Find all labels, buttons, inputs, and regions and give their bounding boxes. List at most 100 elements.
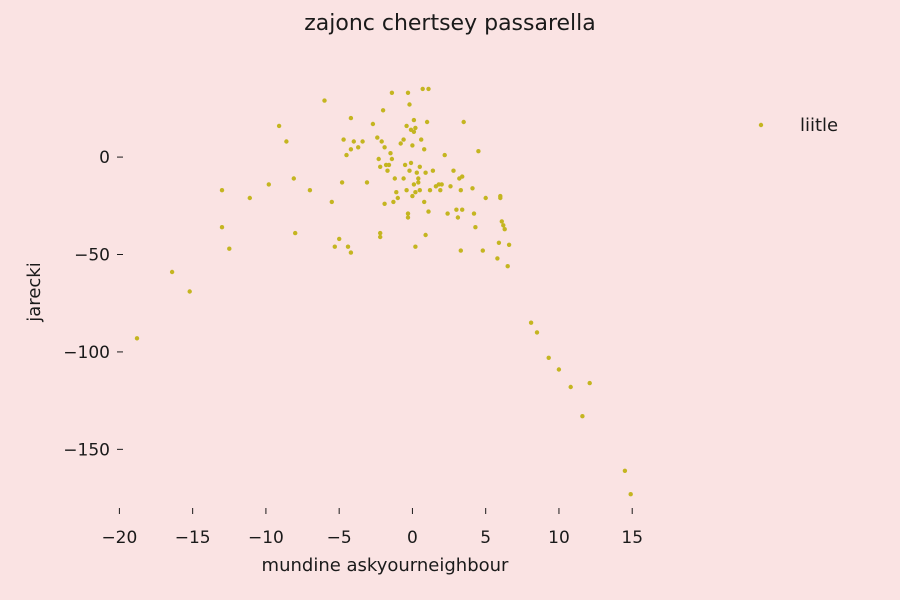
y-axis-label: jarecki: [24, 262, 45, 322]
data-point: [410, 193, 415, 199]
legend-marker: [758, 122, 764, 128]
data-point: [407, 168, 412, 173]
data-point: [401, 137, 406, 142]
data-point: [407, 102, 412, 107]
data-point: [413, 125, 418, 131]
data-point: [580, 414, 585, 419]
x-tick-label: 15: [621, 528, 643, 548]
data-point: [401, 176, 406, 181]
data-point: [417, 164, 422, 169]
data-point: [405, 211, 411, 216]
legend-label: liitle: [800, 115, 838, 136]
data-point: [498, 195, 503, 201]
y-tick-label: 0: [99, 148, 110, 168]
data-point: [587, 380, 592, 386]
data-point: [385, 168, 390, 173]
data-point: [339, 180, 345, 185]
data-point: [394, 190, 399, 195]
data-point: [379, 139, 384, 144]
data-point: [405, 90, 411, 96]
data-point: [534, 330, 540, 335]
data-point: [445, 211, 450, 216]
data-point: [461, 119, 466, 125]
data-point: [499, 219, 504, 224]
data-point: [404, 188, 409, 193]
data-point: [227, 246, 232, 251]
x-tick-label: 5: [480, 528, 491, 548]
data-point: [448, 184, 453, 189]
data-point: [398, 141, 403, 146]
x-tick-label: 0: [407, 528, 418, 548]
x-tick-label: −20: [101, 528, 137, 548]
data-point: [438, 188, 443, 193]
data-point: [348, 115, 354, 121]
data-point: [455, 215, 461, 220]
data-point: [422, 199, 427, 205]
data-point: [332, 244, 337, 249]
data-point: [495, 256, 500, 261]
data-point: [344, 152, 349, 158]
data-point: [404, 123, 409, 129]
data-point: [388, 151, 393, 156]
data-point: [483, 195, 488, 201]
data-point: [416, 176, 421, 181]
data-point: [169, 269, 175, 275]
data-point: [291, 176, 296, 181]
data-point: [408, 160, 414, 166]
data-point: [505, 264, 510, 269]
y-tick-label: −50: [74, 246, 110, 266]
data-point: [413, 244, 418, 249]
data-point: [351, 139, 356, 144]
data-point: [528, 320, 534, 325]
data-point: [426, 86, 431, 92]
data-point: [426, 209, 431, 214]
data-point: [556, 367, 562, 372]
data-point: [329, 199, 334, 205]
data-point: [378, 164, 383, 169]
data-point: [460, 207, 465, 212]
data-point: [348, 250, 354, 255]
data-point: [423, 170, 428, 175]
data-point: [430, 168, 436, 173]
data-point: [375, 135, 380, 140]
data-point: [378, 234, 383, 240]
data-point: [460, 174, 465, 179]
data-point: [628, 492, 633, 497]
data-point: [416, 180, 421, 185]
x-tick-label: −10: [248, 528, 284, 548]
data-points: [134, 86, 633, 497]
data-point: [134, 336, 140, 341]
data-point: [402, 162, 408, 168]
y-axis: 0 −50 −100 −150: [63, 148, 123, 460]
data-point: [376, 156, 381, 162]
data-point: [411, 182, 417, 187]
data-point: [284, 139, 289, 144]
data-point: [392, 176, 397, 181]
data-point: [496, 240, 502, 245]
data-point: [276, 123, 282, 129]
data-point: [501, 223, 506, 228]
data-point: [439, 182, 444, 187]
data-point: [422, 147, 427, 152]
data-point: [411, 129, 417, 134]
data-point: [458, 188, 463, 193]
data-point: [391, 199, 396, 205]
data-point: [266, 182, 271, 187]
data-point: [471, 211, 477, 216]
data-point: [427, 188, 433, 193]
data-point: [420, 86, 425, 92]
y-tick-label: −150: [63, 440, 110, 460]
data-point: [348, 147, 354, 152]
data-point: [454, 207, 459, 212]
legend: liitle: [758, 115, 838, 136]
x-tick-label: −5: [327, 528, 352, 548]
x-tick-label: −15: [175, 528, 211, 548]
data-point: [411, 117, 417, 123]
data-point: [389, 90, 395, 96]
data-point: [546, 355, 551, 360]
x-axis: −20 −15 −10 −5 0 5 10 15: [101, 508, 643, 548]
data-point: [293, 230, 298, 236]
data-point: [622, 468, 628, 473]
data-point: [417, 188, 422, 193]
